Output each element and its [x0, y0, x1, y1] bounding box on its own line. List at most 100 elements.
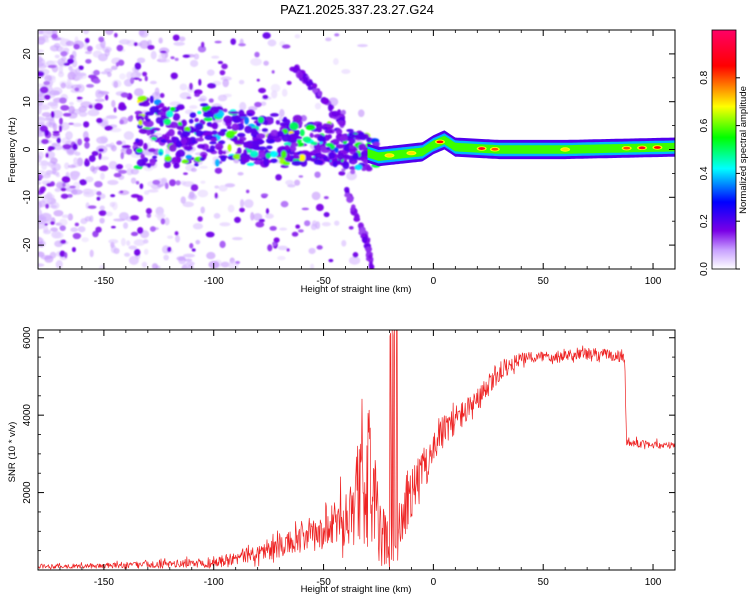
spectrogram-blob: [62, 182, 66, 187]
spectrogram-blob: [186, 96, 192, 100]
spectrogram-blob: [180, 137, 187, 145]
spectrogram-blob: [130, 168, 140, 175]
spectrogram-blob: [64, 162, 70, 170]
spectrogram-blob: [169, 121, 179, 129]
spectrogram-blob: [305, 80, 314, 86]
snr-y-axis-label: SNR (10 * v/v): [7, 422, 18, 483]
spectrogram-blob: [61, 214, 70, 219]
spectrogram-blob: [73, 43, 80, 50]
spectrogram-blob: [164, 217, 170, 226]
spectrogram-blob: [97, 93, 102, 101]
spectrogram-blob: [310, 141, 318, 146]
spectrogram-blob: [292, 114, 303, 123]
spectrogram-blob: [291, 231, 299, 237]
spectrogram-blob: [189, 82, 193, 91]
spectrogram-blob: [284, 144, 290, 150]
spectrogram-blob: [253, 213, 263, 221]
spectrogram-blob: [158, 102, 165, 108]
spectrogram-blob: [367, 254, 373, 259]
spectrogram-blob: [72, 181, 80, 191]
spectrogram-blob: [350, 207, 355, 212]
spectrogram-blob: [52, 122, 58, 132]
spectrogram-blob: [250, 212, 255, 221]
spectrogram-blob: [344, 186, 350, 193]
spectrogram-blob: [315, 143, 321, 151]
spectrogram-blob: [50, 227, 58, 232]
spectrogram-blob: [234, 216, 241, 224]
spectrogram-blob: [130, 194, 140, 198]
spectrogram-blob: [219, 222, 231, 227]
spectrogram-blob: [165, 148, 170, 156]
spectrogram-blob: [169, 179, 176, 187]
spectrogram-blob: [368, 261, 374, 269]
spectrogram-blob: [296, 139, 302, 143]
spectrogram-blob: [184, 258, 193, 262]
spectrogram-blob: [88, 189, 99, 195]
spectrogram-blob: [74, 222, 79, 227]
spectrogram-blob: [300, 154, 306, 162]
spectrogram-blob: [50, 221, 55, 225]
spectrogram-blob: [125, 148, 133, 155]
spectrogram-blob: [157, 111, 167, 116]
spectrogram-core: [385, 154, 393, 157]
spectrogram-blob: [341, 168, 346, 172]
spectrogram-blob: [114, 32, 118, 38]
spectrogram-blob: [107, 179, 119, 186]
spectrogram-blob: [285, 179, 294, 186]
spectrogram-core: [638, 146, 646, 150]
spectrogram-blob: [163, 118, 172, 126]
snr-x-tick-label: -100: [204, 577, 224, 588]
spectrogram-blob: [127, 115, 133, 122]
spectrogram-blob: [146, 129, 151, 136]
spectrogram-blob: [104, 94, 109, 101]
spectrogram-blob: [120, 92, 129, 98]
spectrogram-blob: [225, 130, 235, 139]
spectrogram-blob: [226, 125, 232, 130]
spectrogram-blob: [119, 73, 126, 80]
spectrogram-blob: [271, 70, 275, 74]
spectrogram-blob: [176, 103, 185, 111]
spectrogram-blob: [145, 208, 152, 215]
spectrogram-blob: [203, 111, 213, 118]
colorbar-tick-label: 0.8: [699, 70, 710, 84]
spectrogram-blob: [151, 127, 161, 131]
spectrogram-blob: [334, 220, 340, 226]
spectrogram-blob: [38, 116, 46, 125]
spectrogram-blob: [134, 110, 143, 115]
spectrogram-blob: [327, 103, 333, 112]
spectrogram-blob: [361, 165, 367, 171]
spectrogram-blob: [164, 182, 169, 190]
spectrogram-blob: [265, 152, 271, 159]
spectrogram-blob: [77, 96, 83, 100]
spectrogram-blob: [213, 213, 221, 219]
spectrogram-blob: [39, 86, 49, 94]
spectrogram-blob: [96, 117, 103, 124]
spectrogram-blob: [133, 77, 140, 80]
spectrogram-blob: [38, 61, 44, 68]
spectrogram-blob: [262, 94, 269, 100]
spectrogram-blob: [51, 60, 58, 64]
spectrogram-blob: [87, 205, 97, 209]
spectrogram-blob: [181, 130, 191, 137]
spectrogram-blob: [232, 137, 238, 143]
spectrogram-blob: [81, 237, 89, 243]
spectrogram-blob: [250, 57, 262, 66]
spectrogram-blob: [38, 170, 46, 175]
spectrogram-blob: [174, 231, 179, 236]
spectrogram-blob: [346, 128, 354, 133]
spectrogram-blob: [167, 246, 172, 253]
spectrogram-blob: [124, 252, 131, 257]
spectrogram-blob: [167, 128, 175, 137]
spectrogram-core: [478, 147, 486, 150]
snr-series-layer: [38, 330, 675, 570]
spectrogram-blob: [130, 177, 137, 184]
chart-title: PAZ1.2025.337.23.27.G24: [280, 2, 434, 17]
spectrogram-blob: [281, 134, 291, 143]
spectrogram-blob: [294, 34, 301, 39]
spectrogram-blob: [162, 106, 168, 113]
snr-x-tick-label: 0: [431, 577, 437, 588]
spectrogram-blob: [183, 253, 196, 258]
spectrogram-blob: [168, 144, 177, 152]
spectrogram-blob: [59, 225, 66, 231]
spectrogram-blob: [348, 256, 361, 265]
